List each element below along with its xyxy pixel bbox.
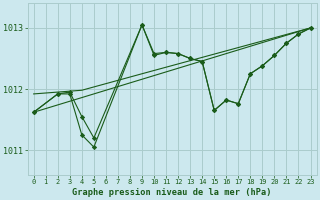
- X-axis label: Graphe pression niveau de la mer (hPa): Graphe pression niveau de la mer (hPa): [72, 188, 272, 197]
